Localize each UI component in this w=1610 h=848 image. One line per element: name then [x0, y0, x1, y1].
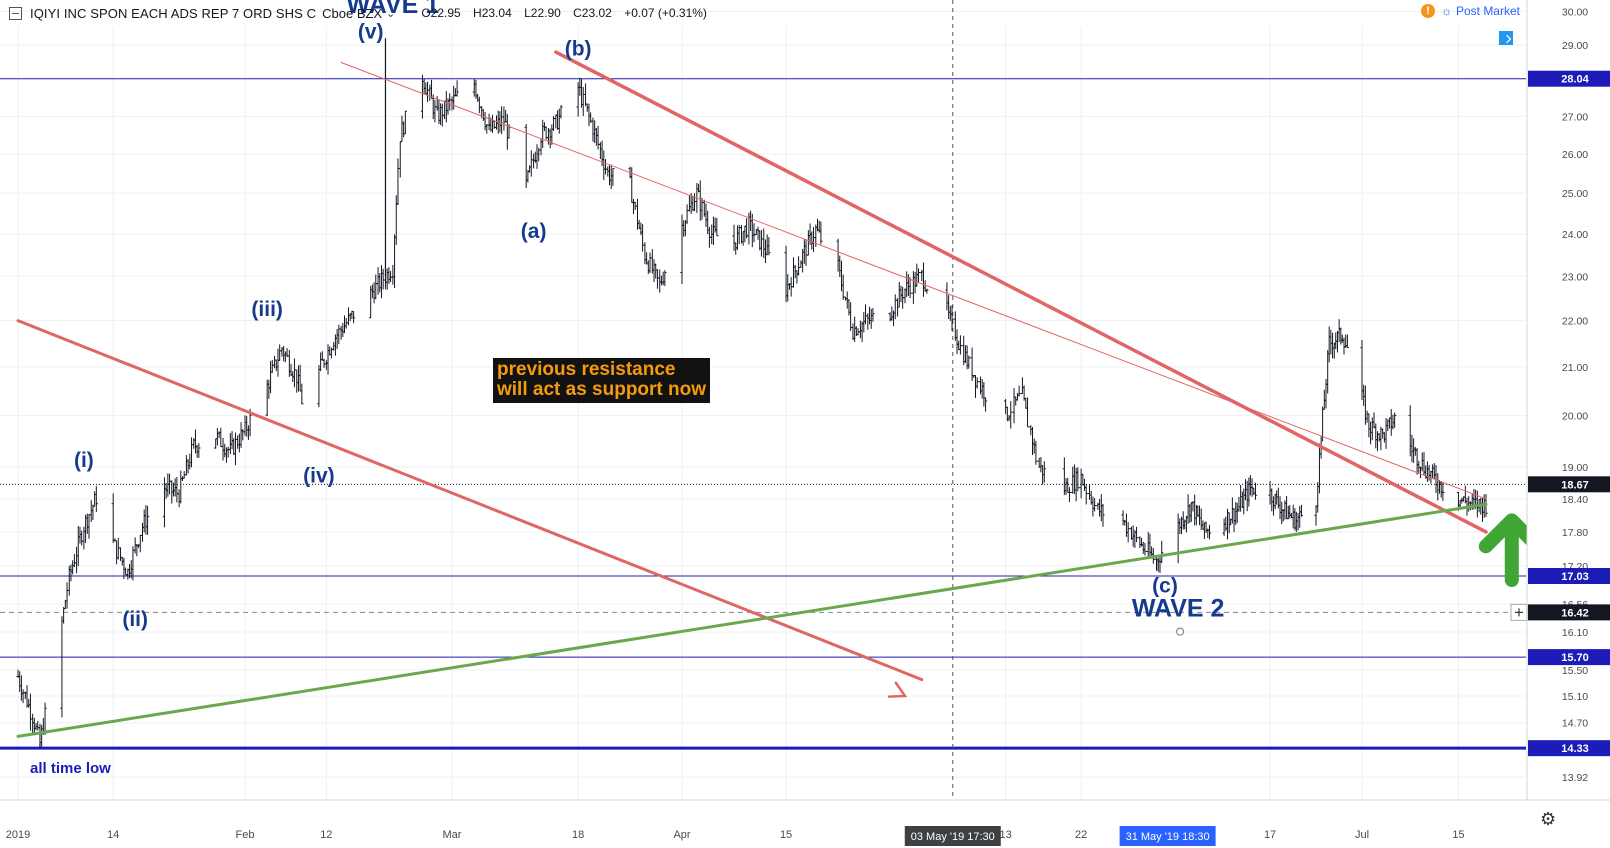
price-label-box	[1528, 70, 1610, 87]
change-value: +0.07 (+0.31%)	[624, 6, 707, 20]
y-tick-label: 29.00	[1562, 40, 1588, 52]
wave-label: (iii)	[251, 298, 283, 321]
price-candles	[16, 38, 1488, 749]
low-value: L22.90	[524, 6, 561, 20]
post-market-badge[interactable]: ! ☼ Post Market	[1420, 4, 1520, 18]
y-tick-label: 24.00	[1562, 229, 1588, 241]
y-tick-label: 22.00	[1562, 316, 1588, 328]
exchange-name[interactable]: Cboe BZX	[322, 5, 383, 21]
green-support-line	[16, 502, 1488, 738]
wave-label: (c)	[1152, 575, 1178, 598]
y-tick-label: 16.10	[1562, 627, 1588, 639]
open-value: O22.95	[421, 6, 461, 20]
info-icon[interactable]: !	[1420, 4, 1435, 18]
price-axis-background	[1527, 0, 1610, 848]
wave-label: (i)	[74, 449, 94, 472]
y-tick-label: 23.00	[1562, 271, 1588, 283]
x-tick-label: 14	[107, 829, 119, 841]
price-label-box	[1528, 740, 1610, 757]
grid-lines	[0, 10, 1526, 800]
price-label: 16.42	[1561, 607, 1589, 619]
price-label: 15.70	[1561, 652, 1589, 664]
y-tick-label: 19.00	[1562, 462, 1588, 474]
x-tick-label: Jul	[1355, 829, 1369, 841]
marker-dot	[1176, 627, 1185, 636]
symbol-name[interactable]: IQIYI INC SPON EACH ADS REP 7 ORD SHS C	[30, 5, 317, 21]
x-tick-label: 12	[320, 829, 332, 841]
x-tick-label: 15	[780, 829, 792, 841]
horizontal-levels	[0, 78, 1526, 750]
wave-label: (ii)	[122, 608, 148, 631]
x-tick-label: 15	[1452, 829, 1464, 841]
wave-label: (a)	[521, 220, 547, 243]
y-tick-label: 17.80	[1562, 527, 1588, 539]
support-annotation: previous resistance will act as support …	[493, 358, 711, 403]
y-tick-label: 30.00	[1562, 6, 1588, 18]
upper-red-channel-line	[554, 50, 1488, 534]
lower-red-channel-line	[16, 319, 924, 682]
x-tick-label: Apr	[673, 829, 690, 841]
red-down-arrowhead	[887, 681, 908, 698]
high-value: H23.04	[473, 6, 512, 20]
inner-red-thin-line	[340, 61, 1487, 500]
wave-labels: WAVE 1(v) (b) (a) (iii) (i) (iv) (ii) (c)WAVE 2…	[30, 0, 1224, 777]
trendlines[interactable]	[16, 50, 1488, 738]
wave-label: WAVE 1	[347, 0, 440, 19]
post-market-label: Post Market	[1455, 4, 1520, 18]
sun-icon: ☼	[1440, 4, 1452, 18]
x-tick-label: 18	[572, 829, 584, 841]
price-label-box	[1528, 649, 1610, 666]
y-tick-label: 14.70	[1562, 718, 1588, 730]
price-label-box	[1528, 568, 1610, 585]
y-tick-label: 15.50	[1562, 665, 1588, 677]
scroll-to-realtime-icon[interactable]	[1499, 31, 1513, 45]
y-tick-label: 13.92	[1562, 772, 1588, 784]
x-tick-label: 17	[1264, 829, 1276, 841]
time-cursor-label: 31 May '19 18:30	[1126, 831, 1210, 843]
wave-label: (v)	[358, 20, 384, 43]
price-label: 18.67	[1561, 479, 1589, 491]
y-tick-label: 20.00	[1562, 411, 1588, 423]
x-tick-label: Feb	[236, 829, 255, 841]
y-tick-label: 26.00	[1562, 149, 1588, 161]
x-tick-label: 2019	[6, 829, 30, 841]
wave-label: all time low	[30, 760, 111, 777]
price-label-box	[1528, 604, 1610, 621]
x-tick-label: Mar	[443, 829, 462, 841]
y-tick-label: 18.40	[1562, 494, 1588, 506]
y-tick-label: 27.00	[1562, 111, 1588, 123]
wave-label: (iv)	[303, 465, 335, 488]
x-tick-label: 13	[1000, 829, 1012, 841]
price-label: 14.33	[1561, 743, 1589, 755]
time-cursor-box	[904, 826, 1001, 846]
ohlc-values: O22.95 H23.04 L22.90 C23.02 +0.07 (+0.31…	[421, 6, 716, 20]
y-tick-label: 25.00	[1562, 188, 1588, 200]
symbol-header: IQIYI INC SPON EACH ADS REP 7 ORD SHS C …	[0, 0, 716, 26]
close-value: C23.02	[573, 6, 612, 20]
y-tick-label: 15.10	[1562, 691, 1588, 703]
price-label-box	[1528, 476, 1610, 493]
collapse-icon[interactable]	[9, 6, 22, 20]
chevron-down-icon[interactable]: ⌄	[386, 7, 396, 20]
price-label: 17.03	[1561, 571, 1589, 583]
wave-label: WAVE 2	[1132, 595, 1225, 623]
x-tick-label: 22	[1075, 829, 1087, 841]
y-tick-label: 21.00	[1562, 362, 1588, 374]
time-axis-background	[0, 800, 1610, 848]
time-cursor-box	[1119, 826, 1216, 846]
wave-label: (b)	[565, 37, 592, 60]
price-label: 28.04	[1561, 74, 1589, 86]
time-cursor-label: 03 May '19 17:30	[911, 831, 995, 843]
gear-icon[interactable]: ⚙	[1540, 809, 1557, 829]
